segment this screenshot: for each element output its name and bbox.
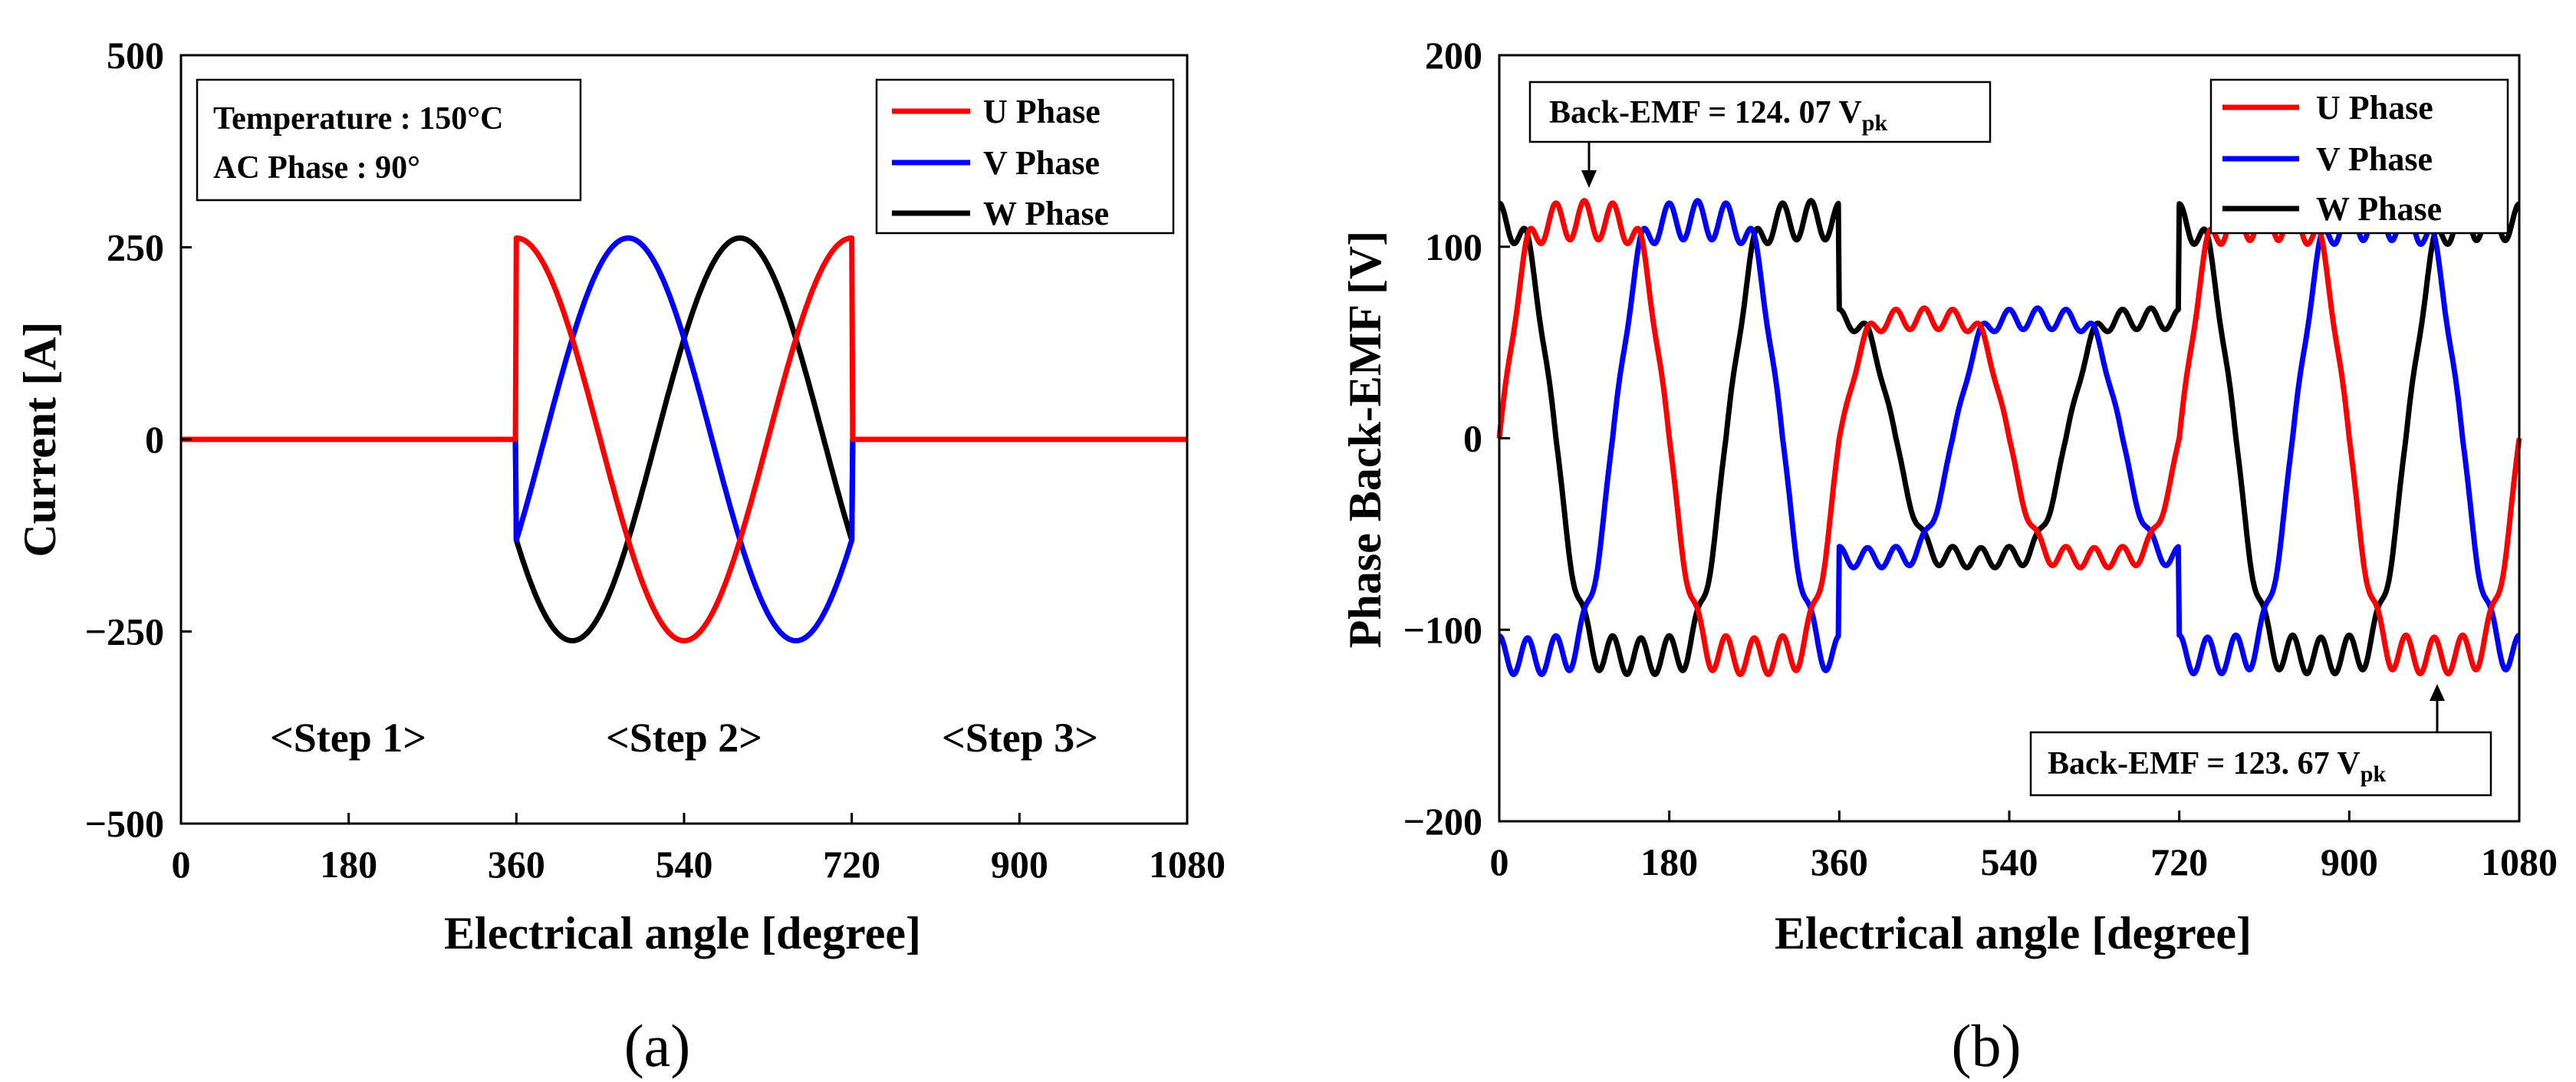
panel-a-legend-v: V Phase (983, 144, 1100, 182)
panel-b-series-w-line (1497, 198, 2522, 677)
panel-a-series-u-line (179, 235, 1189, 643)
panel-a-ticks: 0 180 360 540 720 900 1080 500 250 0 −250 −500 (85, 34, 1226, 886)
panel-b-peak-annotation-bottom-box (2029, 731, 2492, 797)
panel-b-xtick-label: 0 (1490, 840, 1509, 883)
panel-b-peak-annotation-top-text: Back-EMF = 124. 07 V (1549, 95, 1862, 130)
panel-b-xtick-label: 1080 (2481, 840, 2558, 883)
panel-b-ytick-label: −100 (1403, 608, 1483, 651)
panel-b-peak-arrowhead-bottom (2430, 684, 2445, 701)
panel-b-peak-annotation-bottom-text: Back-EMF = 123. 67 V (2048, 746, 2361, 781)
panel-b-xtick-label: 360 (1811, 840, 1868, 883)
panel-a-annotation-box (196, 78, 582, 202)
panel-a-ytick-label: −250 (85, 610, 165, 653)
panel-b-curves (1496, 198, 2522, 677)
panel-b-series-u-line (1496, 198, 2522, 677)
panel-b: 0 180 360 540 720 900 1080 200 100 0 −100 −200 Elec… (1340, 34, 2558, 1079)
panel-a: 0 180 360 540 720 900 1080 500 250 0 −250 −500 Elec… (15, 34, 1225, 1079)
panel-b-caption: (b) (1952, 1012, 2022, 1079)
panel-b-peak-annotation-bottom: Back-EMF = 123. 67 Vpk (2048, 746, 2386, 787)
panel-b-xtick-label: 720 (2150, 840, 2208, 883)
panel-b-legend-v: V Phase (2316, 140, 2433, 178)
panel-a-xlabel: Electrical angle [degree] (444, 908, 921, 959)
panel-b-xtick-label: 900 (2321, 840, 2378, 883)
panel-b-peak-annotation-bottom-sub: pk (2361, 761, 2387, 787)
panel-b-peak-annotation-top-box (1528, 81, 1992, 143)
panel-a-step-2: <Step 2> (606, 715, 762, 761)
panel-a-step-3: <Step 3> (942, 715, 1098, 761)
panel-a-ytick-label: 250 (107, 226, 164, 269)
panel-b-legend-u: U Phase (2316, 89, 2433, 127)
panel-a-legend-u: U Phase (983, 93, 1100, 130)
panel-b-legend-w: W Phase (2316, 190, 2442, 228)
panel-a-xtick-label: 360 (488, 843, 545, 886)
panel-a-xtick-label: 900 (991, 843, 1048, 886)
panel-a-annotation-ac-phase: AC Phase : 90° (213, 150, 420, 186)
panel-a-xtick-label: 0 (172, 843, 191, 886)
panel-b-ylabel: Phase Back-EMF [V] (1340, 231, 1390, 648)
panel-a-xtick-label: 720 (823, 843, 880, 886)
panel-a-ylabel: Current [A] (15, 321, 65, 557)
panel-a-ytick-label: 0 (145, 418, 164, 461)
panel-b-xlabel: Electrical angle [degree] (1775, 908, 2252, 959)
panel-a-xtick-label: 180 (320, 843, 377, 886)
panel-b-ytick-label: 200 (1425, 34, 1482, 77)
panel-a-xtick-label: 1080 (1149, 843, 1225, 886)
panel-a-ytick-label: 500 (107, 34, 164, 77)
panel-b-xtick-label: 180 (1640, 840, 1698, 883)
panel-b-xtick-label: 540 (1981, 840, 2038, 883)
panel-b-ytick-label: 0 (1463, 417, 1482, 460)
panel-a-xtick-label: 540 (656, 843, 713, 886)
panel-a-annotation-temperature: Temperature : 150°C (213, 101, 503, 136)
panel-a-caption: (a) (624, 1012, 691, 1079)
panel-b-peak-annotation-top: Back-EMF = 124. 07 Vpk (1549, 95, 1887, 136)
panel-b-peak-annotation-top-sub: pk (1862, 110, 1888, 136)
panel-b-ticks: 0 180 360 540 720 900 1080 200 100 0 −100 −200 (1403, 34, 2558, 883)
panel-a-legend-w: W Phase (983, 195, 1109, 232)
panel-a-ytick-label: −500 (85, 802, 165, 845)
panel-b-ytick-label: 100 (1425, 225, 1482, 268)
panel-a-curves (179, 235, 1189, 643)
panel-b-peak-arrowhead-top (1581, 170, 1597, 188)
panel-a-legend (875, 78, 1175, 235)
panel-a-step-1: <Step 1> (270, 715, 426, 761)
panel-b-ytick-label: −200 (1403, 800, 1483, 843)
